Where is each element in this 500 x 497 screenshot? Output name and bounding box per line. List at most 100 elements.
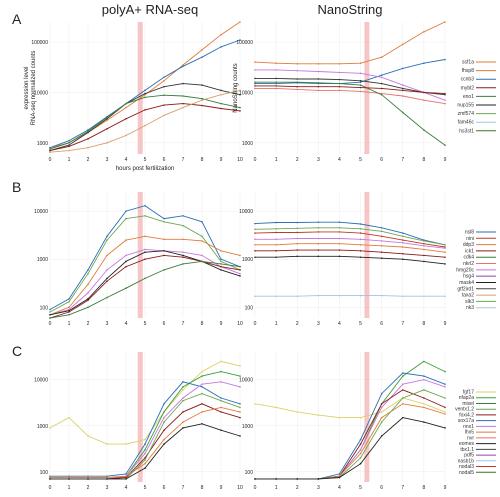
legend-label: nodal3 xyxy=(459,464,474,470)
data-point xyxy=(444,21,446,23)
legend-label: nnx1 xyxy=(463,424,474,430)
data-point xyxy=(125,260,127,263)
data-point xyxy=(68,306,70,309)
data-point xyxy=(380,74,383,76)
y-tick-label: 100 xyxy=(245,470,254,476)
y-tick-label: 10000 xyxy=(239,378,253,384)
data-point xyxy=(163,402,165,405)
data-point xyxy=(380,87,383,90)
data-point xyxy=(338,63,341,65)
x-tick-label: 4 xyxy=(338,321,341,327)
legend-label: foxi4.2 xyxy=(459,412,474,418)
data-point xyxy=(201,423,203,425)
data-point xyxy=(423,240,425,242)
x-tick-label: 3 xyxy=(106,157,109,163)
data-point xyxy=(296,81,299,83)
x-tick-label: 1 xyxy=(275,157,278,163)
series-line-4 xyxy=(255,243,446,253)
data-point xyxy=(106,119,108,122)
y-tick-label: 100 xyxy=(40,305,49,311)
data-point xyxy=(359,462,362,465)
data-point xyxy=(359,232,362,234)
data-point xyxy=(182,95,184,97)
x-tick-label: 6 xyxy=(163,321,166,327)
data-point xyxy=(423,99,425,102)
data-point xyxy=(201,235,203,238)
data-point xyxy=(401,67,404,70)
column-header-nanostring: NanoString xyxy=(317,2,382,17)
series-line-7 xyxy=(255,295,445,297)
data-point xyxy=(49,476,51,479)
data-point xyxy=(401,239,404,241)
data-point xyxy=(359,452,362,455)
data-point xyxy=(338,255,341,258)
data-point xyxy=(359,80,362,82)
legend-label: hs3st1 xyxy=(459,128,474,134)
series-line-5 xyxy=(255,81,446,146)
x-tick-label: 1 xyxy=(68,485,71,491)
series-line-0 xyxy=(254,221,446,246)
legend-label: fam46c xyxy=(458,120,475,126)
data-point xyxy=(87,292,89,294)
data-point xyxy=(444,251,446,254)
data-point xyxy=(163,76,165,79)
data-point xyxy=(163,238,165,241)
data-point xyxy=(401,232,404,234)
data-point xyxy=(87,478,89,480)
x-tick-label: 0 xyxy=(254,157,257,163)
data-point xyxy=(444,102,446,105)
data-point xyxy=(125,473,127,475)
x-tick-label: 6 xyxy=(380,157,383,163)
data-point xyxy=(296,478,299,480)
data-point xyxy=(201,260,203,263)
data-point xyxy=(106,116,108,119)
x-tick-label: 0 xyxy=(49,485,52,491)
data-point xyxy=(444,58,446,61)
data-point xyxy=(239,93,241,96)
data-point xyxy=(317,478,320,480)
data-point xyxy=(49,151,51,154)
data-point xyxy=(254,295,256,298)
x-tick-label: 7 xyxy=(182,485,185,491)
data-point xyxy=(254,478,256,480)
data-point xyxy=(220,406,222,409)
data-point xyxy=(317,294,320,297)
data-point xyxy=(182,389,184,391)
data-point xyxy=(401,397,404,399)
x-tick-label: 4 xyxy=(338,485,341,491)
data-point xyxy=(359,294,362,297)
data-point xyxy=(275,69,277,71)
panel-b-nanostring: 0 1 2 3 4 5 6 7 8 9 100 1000 10000 nsl8niniddp3ick1cd… xyxy=(239,192,496,327)
data-point xyxy=(380,435,383,437)
data-point xyxy=(444,243,446,246)
data-point xyxy=(275,77,277,80)
data-point xyxy=(49,478,51,480)
data-point xyxy=(296,78,299,80)
x-tick-label: 8 xyxy=(422,321,425,327)
data-point xyxy=(68,416,70,419)
data-point xyxy=(182,65,184,68)
x-tick-label: 5 xyxy=(359,157,362,163)
legend-label: fhsp8 xyxy=(462,68,474,74)
data-point xyxy=(144,467,146,469)
data-point xyxy=(182,256,184,259)
data-point xyxy=(444,411,446,413)
y-tick-label: 10000 xyxy=(34,209,48,215)
data-point xyxy=(220,370,222,373)
y-tick-label: 10000 xyxy=(239,90,253,96)
legend-label: eomes xyxy=(459,441,475,447)
data-point xyxy=(220,263,222,265)
data-point xyxy=(125,265,127,268)
y-axis-label: expression level xyxy=(24,66,30,109)
data-point xyxy=(317,221,320,223)
data-point xyxy=(201,104,203,107)
data-point xyxy=(163,114,165,117)
data-point xyxy=(275,85,277,87)
data-point xyxy=(125,134,127,137)
data-point xyxy=(106,254,108,257)
data-point xyxy=(49,311,51,313)
x-tick-label: 4 xyxy=(125,485,128,491)
data-point xyxy=(68,475,70,478)
data-point xyxy=(239,272,241,275)
